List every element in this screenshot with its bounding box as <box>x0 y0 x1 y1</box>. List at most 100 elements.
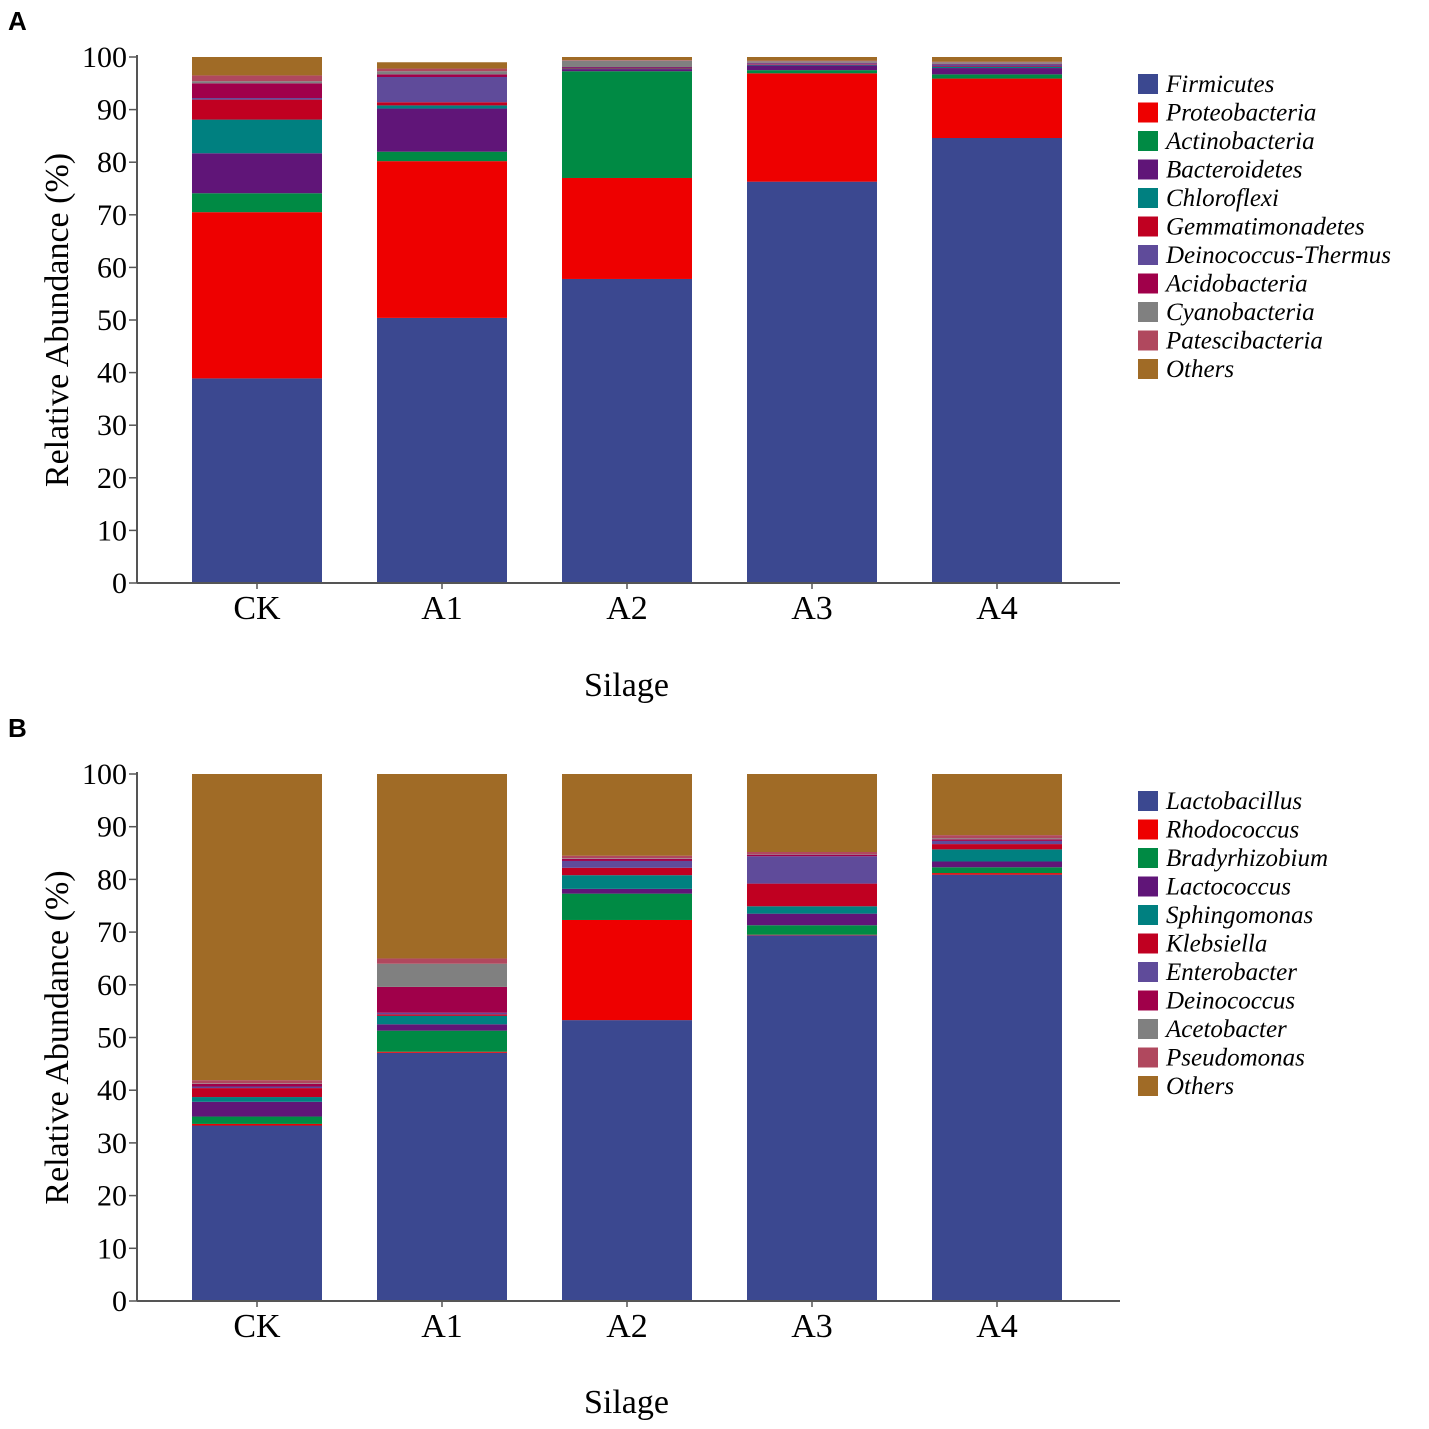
bar-ck-rhodococcus <box>192 1123 322 1126</box>
legend-swatch-lactococcus <box>1138 876 1158 897</box>
y-axis-title: Relative Abundance (%) <box>39 153 76 487</box>
bar-a3-chloroflexi <box>747 64 877 66</box>
legend-swatch-gemmatimonadetes <box>1138 216 1158 237</box>
legend-label-cyanobacteria: Cyanobacteria <box>1166 299 1315 326</box>
legend-swatch-deinococcus-thermus <box>1138 245 1158 265</box>
x-tick-label-a3: A3 <box>791 1308 833 1345</box>
bar-a1-sphingomonas <box>377 1015 507 1025</box>
bar-a4-others <box>932 774 1062 836</box>
bar-ck-klebsiella <box>192 1088 322 1098</box>
y-tick-label-90: 90 <box>97 811 127 844</box>
legend-swatch-bacteroidetes <box>1138 159 1158 180</box>
bar-ck-bradyrhizobium <box>192 1116 322 1124</box>
bar-a4-bacteroidetes <box>932 68 1062 75</box>
bar-a3-cyanobacteria <box>747 61 877 63</box>
legend-label-enterobacter: Enterobacter <box>1165 959 1297 986</box>
x-tick-label-ck: CK <box>233 1308 281 1345</box>
y-tick-label-50: 50 <box>97 1022 127 1055</box>
bar-a4-acidobacteria <box>932 63 1062 65</box>
legend-swatch-acetobacter <box>1138 1019 1158 1039</box>
bar-a1-klebsiella <box>377 1014 507 1016</box>
bar-a1-rhodococcus <box>377 1051 507 1053</box>
y-tick-label-60: 60 <box>97 969 127 1002</box>
bar-a2-others <box>562 774 692 856</box>
y-tick-label-0: 0 <box>112 567 127 600</box>
x-tick-label-a2: A2 <box>606 1308 648 1345</box>
legend-swatch-proteobacteria <box>1138 102 1158 123</box>
legend: LactobacillusRhodococcusBradyrhizobiumLa… <box>1138 788 1328 1100</box>
bar-a2-pseudomonas <box>562 855 692 859</box>
y-tick-label-10: 10 <box>97 1232 127 1265</box>
bar-a1-others <box>377 774 507 959</box>
legend-label-others: Others <box>1166 356 1234 383</box>
bar-a2-gemmatimonadetes <box>562 68 692 69</box>
bar-a3-rhodococcus <box>747 934 877 936</box>
bar-ck-sphingomonas <box>192 1097 322 1102</box>
y-tick-label-100: 100 <box>82 41 127 74</box>
bar-a2-bradyrhizobium <box>562 893 692 920</box>
legend-label-acetobacter: Acetobacter <box>1164 1016 1287 1043</box>
x-axis-title: Silage <box>584 1384 669 1421</box>
bar-a3-acidobacteria <box>747 62 877 64</box>
bar-a1-firmicutes <box>377 317 507 583</box>
legend: FirmicutesProteobacteriaActinobacteriaBa… <box>1138 71 1391 383</box>
y-tick-label-90: 90 <box>97 94 127 127</box>
legend-label-klebsiella: Klebsiella <box>1165 931 1267 958</box>
bar-ck-others <box>192 57 322 76</box>
bar-a1-patescibacteria <box>377 68 507 72</box>
bar-a1-pseudomonas <box>377 958 507 964</box>
bar-a2-acidobacteria <box>562 66 692 68</box>
bar-ck-proteobacteria <box>192 212 322 379</box>
y-tick-label-10: 10 <box>97 514 127 547</box>
bar-a1-lactobacillus <box>377 1052 507 1301</box>
legend-swatch-patescibacteria <box>1138 330 1158 351</box>
bar-a2-chloroflexi <box>562 68 692 70</box>
bar-a4-acetobacter <box>932 838 1062 840</box>
bar-a3-proteobacteria <box>747 73 877 182</box>
bar-a4-cyanobacteria <box>932 62 1062 64</box>
bar-a2-proteobacteria <box>562 177 692 279</box>
bar-a4-chloroflexi <box>932 66 1062 69</box>
bar-a3-bacteroidetes <box>747 65 877 71</box>
legend-swatch-others <box>1138 1076 1158 1096</box>
bar-a1-bradyrhizobium <box>377 1030 507 1052</box>
bar-a2-others <box>562 57 692 61</box>
legend-label-patescibacteria: Patescibacteria <box>1165 328 1323 355</box>
bar-ck-acetobacter <box>192 1083 322 1084</box>
bar-ck-deinococcus-thermus <box>192 98 322 100</box>
bar-ck-enterobacter <box>192 1086 322 1089</box>
y-tick-label-50: 50 <box>97 304 127 337</box>
bar-ck-lactobacillus <box>192 1125 322 1301</box>
bar-a2-actinobacteria <box>562 71 692 178</box>
bar-a3-actinobacteria <box>747 70 877 74</box>
bar-a3-acetobacter <box>747 854 877 855</box>
bar-a4-firmicutes <box>932 138 1062 583</box>
x-axis-title: Silage <box>584 667 669 704</box>
legend-label-deinococcus-thermus: Deinococcus-Thermus <box>1165 242 1391 269</box>
bar-a4-others <box>932 57 1062 62</box>
y-axis-title: Relative Abundance (%) <box>39 870 76 1204</box>
legend-label-actinobacteria: Actinobacteria <box>1164 128 1315 155</box>
legend-swatch-pseudomonas <box>1138 1047 1158 1068</box>
bar-a2-lactobacillus <box>562 1020 692 1301</box>
y-tick-label-20: 20 <box>97 1180 127 1213</box>
bar-a3-others <box>747 57 877 61</box>
legend-label-sphingomonas: Sphingomonas <box>1166 902 1313 929</box>
legend-label-bradyrhizobium: Bradyrhizobium <box>1166 845 1328 872</box>
bar-a3-patescibacteria <box>747 60 877 62</box>
bar-ck-pseudomonas <box>192 1080 322 1084</box>
bar-a1-deinococcus-thermus <box>377 76 507 103</box>
bar-a3-firmicutes <box>747 181 877 583</box>
bar-a2-bacteroidetes <box>562 69 692 72</box>
x-tick-label-a4: A4 <box>976 1308 1018 1345</box>
y-tick-label-100: 100 <box>82 758 127 791</box>
bar-a1-actinobacteria <box>377 151 507 162</box>
bar-a4-enterobacter <box>932 840 1062 845</box>
bar-a3-lactobacillus <box>747 935 877 1301</box>
bar-a3-enterobacter <box>747 856 877 884</box>
bar-ck-firmicutes <box>192 378 322 583</box>
bar-ck-others <box>192 774 322 1081</box>
bar-a4-gemmatimonadetes <box>932 66 1062 67</box>
bar-ck-patescibacteria <box>192 75 322 82</box>
